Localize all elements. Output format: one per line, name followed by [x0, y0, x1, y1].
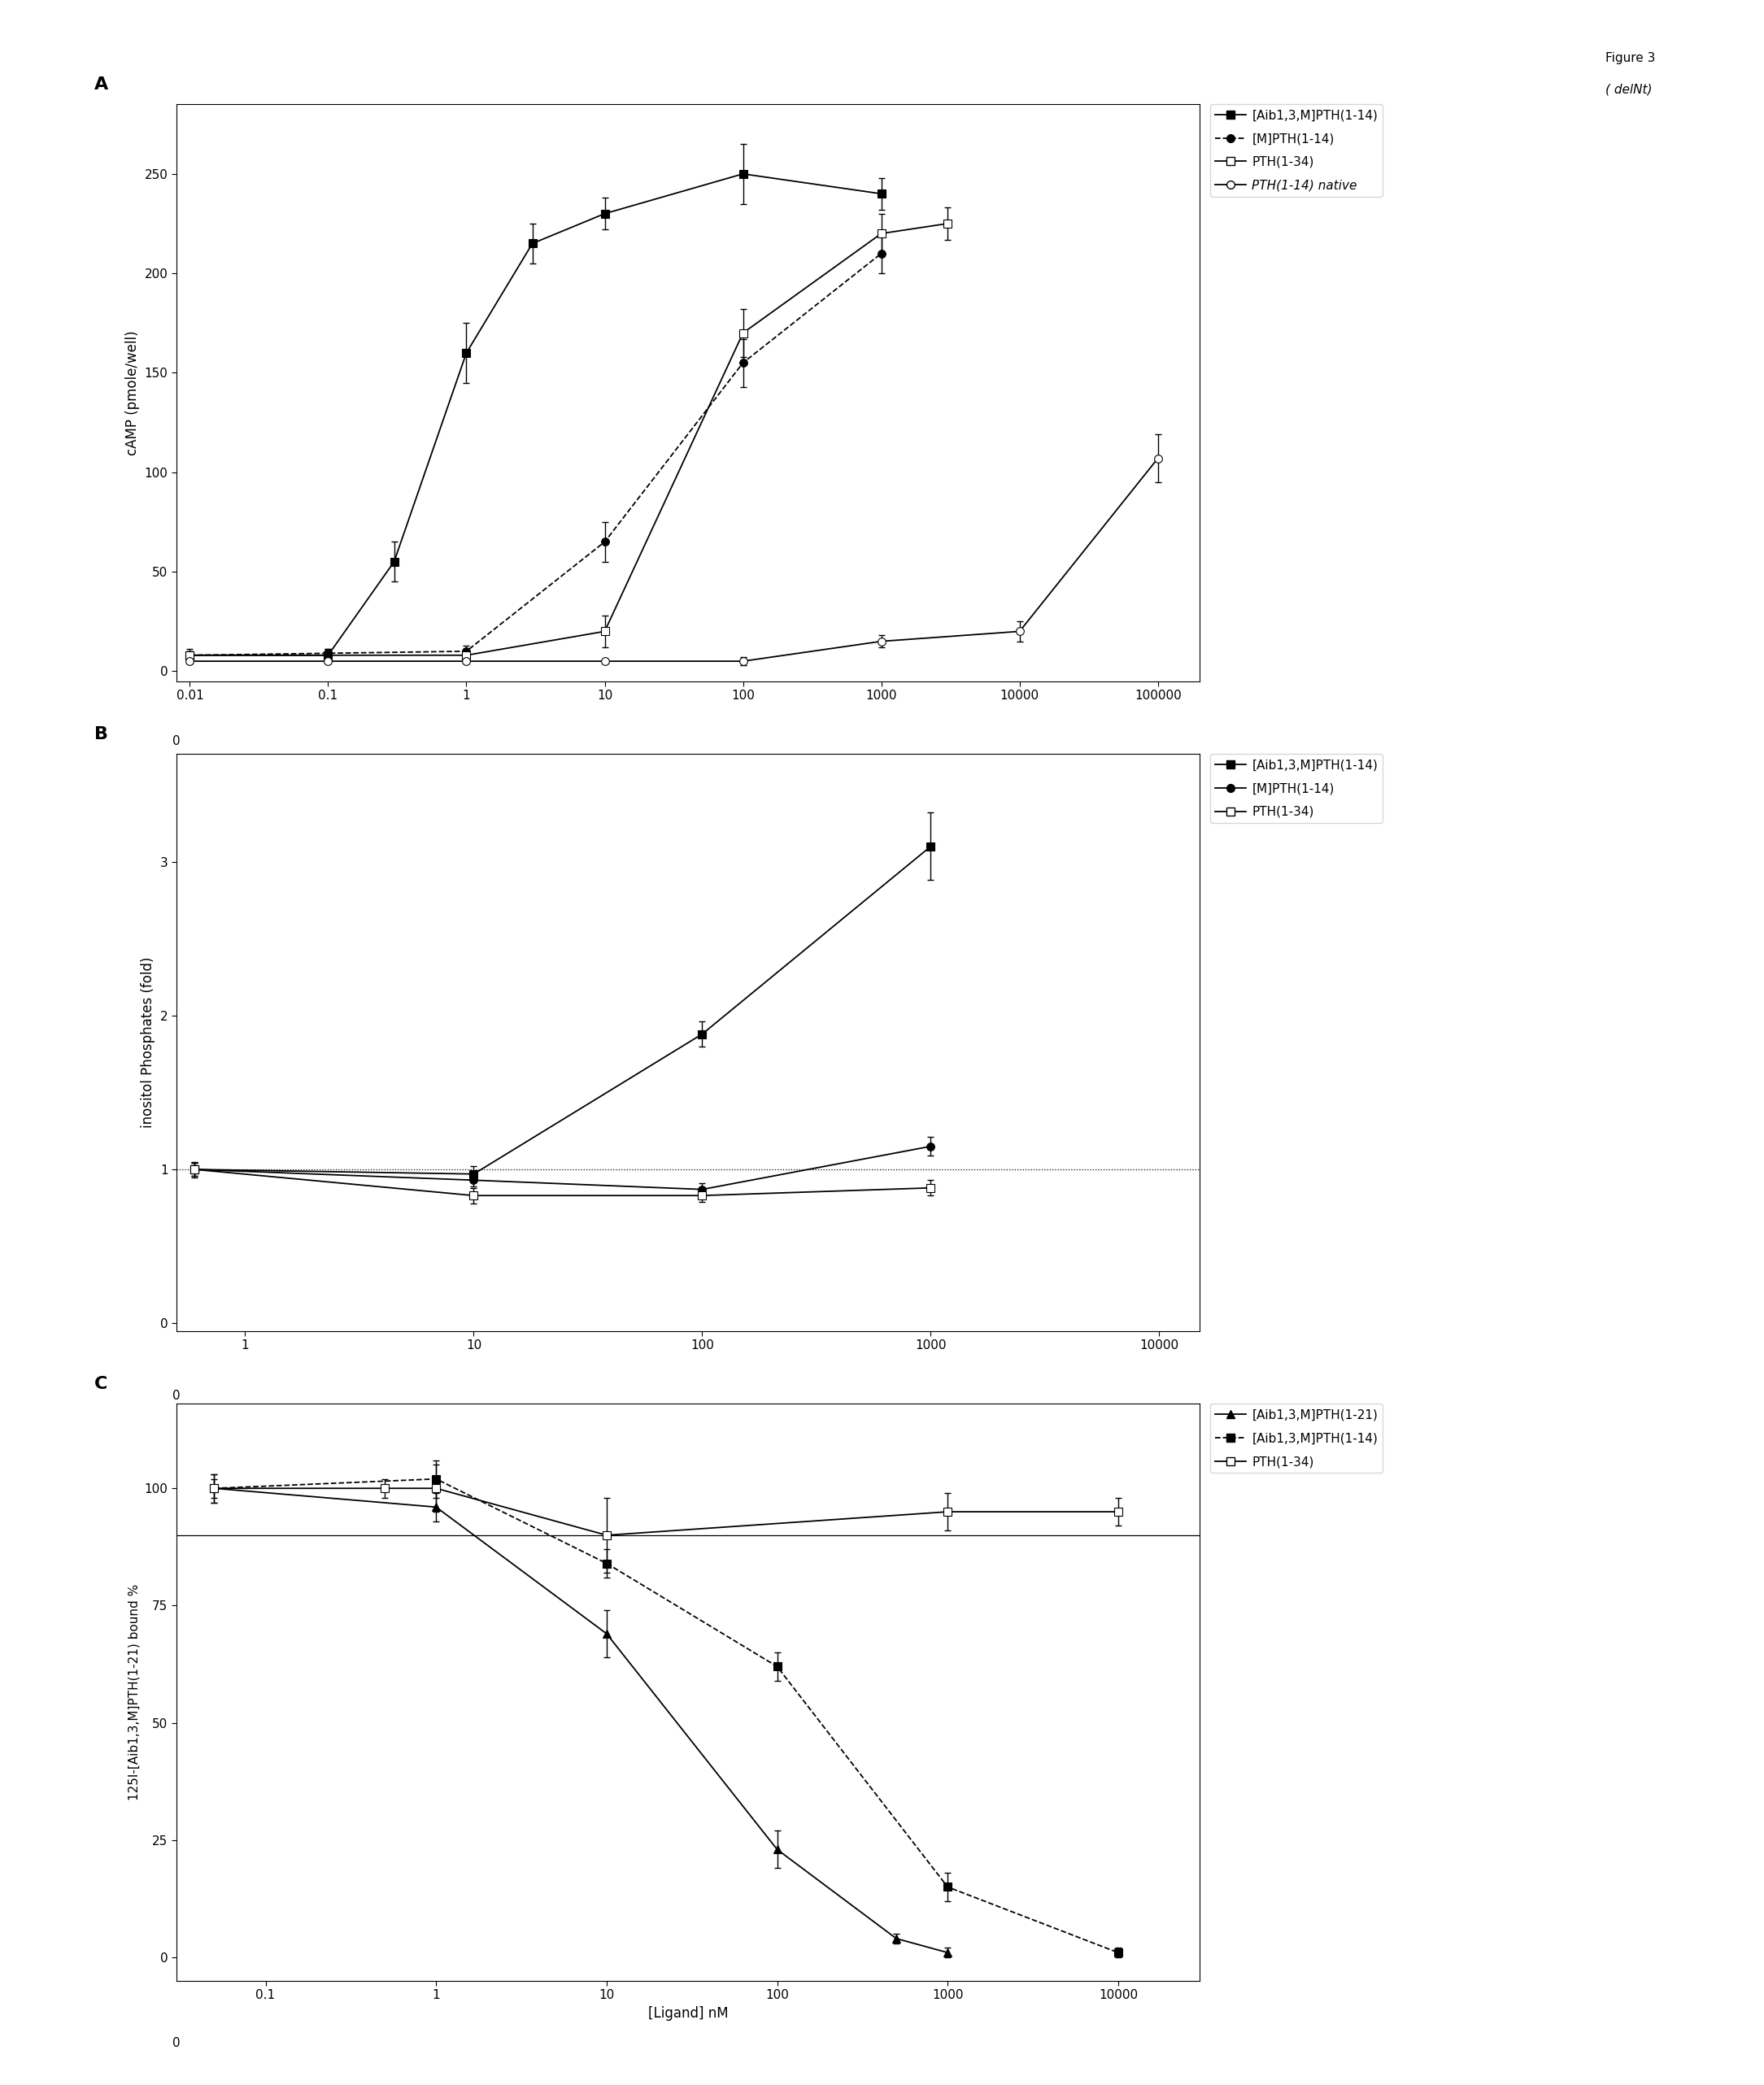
Text: 0: 0	[173, 734, 180, 746]
Legend: [Aib1,3,M]PTH(1-14), [M]PTH(1-14), PTH(1-34): [Aib1,3,M]PTH(1-14), [M]PTH(1-14), PTH(1…	[1210, 755, 1383, 824]
Text: 0: 0	[173, 1389, 180, 1401]
Text: A: A	[95, 77, 109, 92]
Text: Figure 3: Figure 3	[1605, 52, 1655, 65]
Text: 0: 0	[173, 2037, 180, 2050]
Text: C: C	[95, 1376, 108, 1393]
X-axis label: [Ligand] nM: [Ligand] nM	[647, 2006, 729, 2020]
Y-axis label: inositol Phosphates (fold): inositol Phosphates (fold)	[141, 957, 155, 1128]
Text: B: B	[95, 726, 108, 742]
Legend: [Aib1,3,M]PTH(1-21), [Aib1,3,M]PTH(1-14), PTH(1-34): [Aib1,3,M]PTH(1-21), [Aib1,3,M]PTH(1-14)…	[1210, 1403, 1383, 1472]
Y-axis label: cAMP (pmole/well): cAMP (pmole/well)	[125, 329, 139, 455]
Text: ( delNt): ( delNt)	[1605, 83, 1653, 96]
Legend: [Aib1,3,M]PTH(1-14), [M]PTH(1-14), PTH(1-34), PTH(1-14) native: [Aib1,3,M]PTH(1-14), [M]PTH(1-14), PTH(1…	[1210, 104, 1383, 196]
Y-axis label: 125I-[Aib1,3,M]PTH(1-21) bound %: 125I-[Aib1,3,M]PTH(1-21) bound %	[127, 1585, 139, 1801]
